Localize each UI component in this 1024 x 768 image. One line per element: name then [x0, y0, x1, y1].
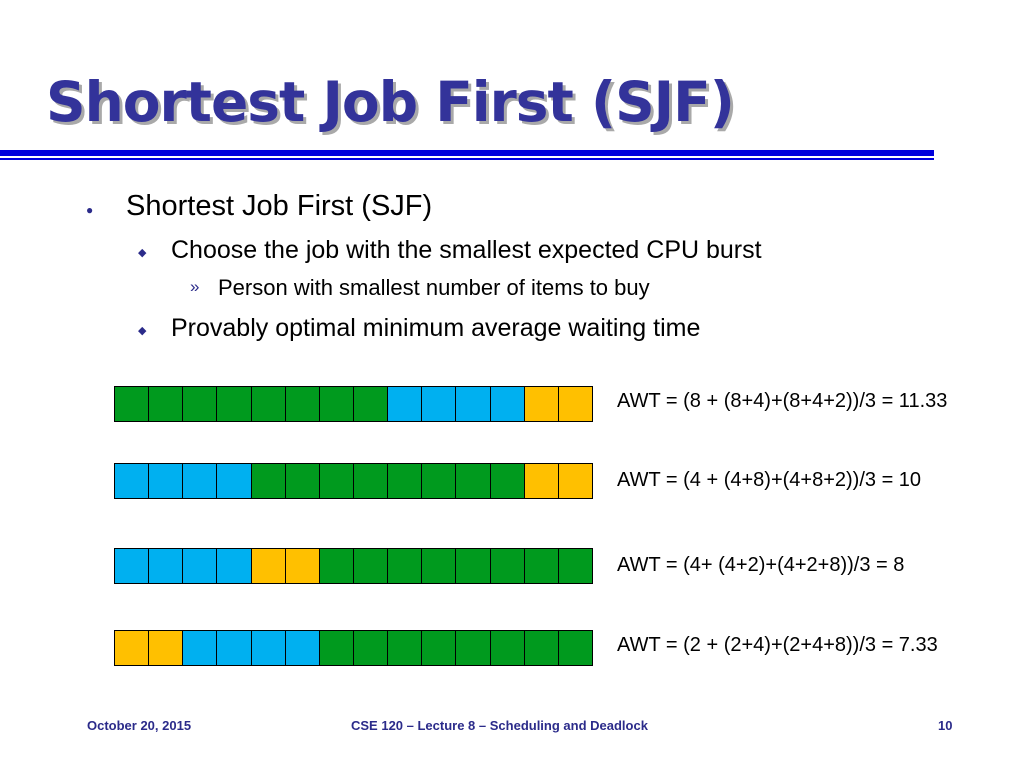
- awt-label: AWT = (4 + (4+8)+(4+8+2))/3 = 10: [617, 469, 922, 491]
- schedule-cell-green: [319, 387, 354, 422]
- schedule-cell-green: [388, 464, 423, 499]
- bullet-level3-person: Person with smallest number of items to …: [218, 275, 650, 300]
- schedule-cell-green: [456, 549, 491, 584]
- awt-label: AWT = (4+ (4+2)+(4+2+8))/3 = 8: [617, 554, 905, 576]
- schedule-cell-green: [388, 631, 423, 666]
- schedule-cell-blue: [388, 387, 423, 422]
- schedule-cell-blue: [183, 631, 218, 666]
- bullet-chevron-icon: »: [190, 277, 200, 296]
- schedule-cell-green: [251, 464, 286, 499]
- schedule-bar: [114, 386, 593, 422]
- bullet-level2-optimal: Provably optimal minimum average waiting…: [171, 314, 701, 342]
- schedule-cell-green: [490, 464, 525, 499]
- schedule-bar: [114, 630, 593, 666]
- schedule-cell-blue: [183, 549, 218, 584]
- schedule-cell-blue: [456, 387, 491, 422]
- schedule-cell-blue: [149, 464, 184, 499]
- schedule-cell-green: [353, 387, 389, 422]
- schedule-cell-green: [456, 631, 491, 666]
- schedule-cell-yellow: [558, 464, 593, 499]
- schedule-cell-green: [115, 387, 150, 422]
- schedule-cell-green: [285, 464, 320, 499]
- schedule-cell-yellow: [285, 549, 320, 584]
- schedule-cell-green: [183, 387, 218, 422]
- schedule-cell-blue: [217, 549, 252, 584]
- schedule-cell-green: [319, 464, 354, 499]
- bullet-level2-choose: Choose the job with the smallest expecte…: [171, 236, 762, 264]
- schedule-cell-yellow: [524, 464, 559, 499]
- schedule-cell-green: [524, 631, 559, 666]
- schedule-cell-yellow: [115, 631, 150, 666]
- schedule-cell-blue: [183, 464, 218, 499]
- schedule-cell-yellow: [251, 549, 286, 584]
- schedule-cell-green: [353, 464, 389, 499]
- title-rule: [0, 150, 934, 160]
- footer-course: CSE 120 – Lecture 8 – Scheduling and Dea…: [351, 718, 648, 733]
- bullet-dot-icon: ●: [86, 203, 94, 217]
- schedule-cell-yellow: [149, 631, 184, 666]
- footer-page-number: 10: [938, 718, 953, 733]
- schedule-bar: [114, 463, 593, 499]
- schedule-cell-green: [422, 631, 457, 666]
- schedule-bar: [114, 548, 593, 584]
- footer-date: October 20, 2015: [87, 718, 192, 733]
- schedule-cell-blue: [217, 464, 252, 499]
- awt-label: AWT = (8 + (8+4)+(8+4+2))/3 = 11.33: [617, 390, 948, 412]
- schedule-cell-blue: [115, 549, 150, 584]
- schedule-cell-green: [456, 464, 491, 499]
- schedule-cell-green: [149, 387, 184, 422]
- schedule-cell-green: [490, 631, 525, 666]
- schedule-cell-blue: [149, 549, 184, 584]
- schedule-cell-blue: [422, 387, 457, 422]
- schedule-cell-green: [353, 549, 389, 584]
- schedule-cell-blue: [285, 631, 320, 666]
- schedule-cell-green: [524, 549, 559, 584]
- bullet-level1: Shortest Job First (SJF): [126, 190, 433, 222]
- awt-label: AWT = (2 + (2+4)+(2+4+8))/3 = 7.33: [617, 634, 938, 656]
- schedule-cell-green: [422, 464, 457, 499]
- bullet-diamond-icon: ◆: [138, 247, 147, 259]
- schedule-cell-green: [558, 549, 593, 584]
- schedule-cell-green: [353, 631, 389, 666]
- schedule-cell-green: [422, 549, 457, 584]
- slide-title: Shortest Job First (SJF): [46, 70, 735, 134]
- schedule-cell-yellow: [524, 387, 559, 422]
- schedule-cell-green: [251, 387, 286, 422]
- schedule-cell-blue: [115, 464, 150, 499]
- schedule-cell-green: [558, 631, 593, 666]
- schedule-cell-green: [388, 549, 423, 584]
- schedule-cell-green: [490, 549, 525, 584]
- schedule-cell-blue: [490, 387, 525, 422]
- schedule-cell-green: [319, 631, 354, 666]
- schedule-cell-green: [217, 387, 252, 422]
- schedule-cell-green: [319, 549, 354, 584]
- schedule-cell-yellow: [558, 387, 593, 422]
- schedule-cell-blue: [251, 631, 286, 666]
- schedule-cell-green: [285, 387, 320, 422]
- schedule-cell-blue: [217, 631, 252, 666]
- bullet-diamond-icon: ◆: [138, 325, 147, 337]
